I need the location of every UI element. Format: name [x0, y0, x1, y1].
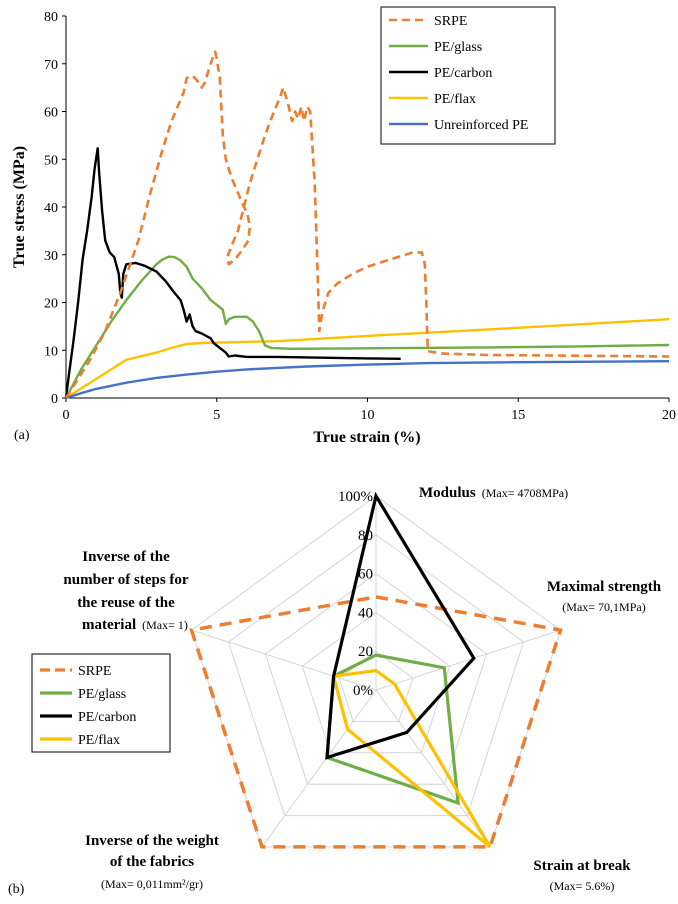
y-tick-label: 40	[44, 201, 58, 216]
legend: SRPE PE/glass PE/carbon PE/flax Unreinforced…	[380, 6, 556, 145]
y-tick-label: 80	[44, 10, 58, 25]
radar-tick-label: 20	[358, 644, 373, 660]
legend-label-pe-glass: PE/glass	[78, 687, 126, 702]
y-tick-label: 60	[44, 106, 58, 121]
axis-title-text: Inverse of the weight	[85, 833, 219, 849]
stress-strain-chart: 0 10 20 30 40 50 60 70 80 0 5 10 15 20 True strain (…	[11, 6, 676, 446]
x-axis-label: True strain (%)	[313, 429, 420, 446]
series-line-unreinforced-pe	[65, 360, 670, 400]
axis-title-text: Maximal strength	[547, 579, 662, 595]
y-tick-label: 30	[44, 249, 58, 264]
y-tick-label: 20	[44, 297, 58, 312]
line-series	[64, 50, 670, 400]
radar-legend: SRPE PE/glass PE/carbon PE/flax	[31, 653, 171, 753]
x-tick-label: 10	[361, 408, 375, 423]
radar-series-pe-flax	[331, 668, 492, 849]
axis-max-note: (Max= 4708MPa)	[482, 486, 568, 500]
series-line-pe-glass	[64, 255, 670, 399]
y-tick-label: 70	[44, 58, 58, 73]
legend-label-pe-carbon: PE/carbon	[78, 710, 136, 725]
legend-label-pe-flax: PE/flax	[78, 733, 120, 748]
series-line-pe-carbon	[64, 147, 401, 399]
radar-spoke	[261, 689, 377, 848]
x-tick-label: 15	[511, 408, 525, 423]
radar-ring	[264, 572, 488, 785]
axis-title-inverse-steps: Inverse of the number of steps for the r…	[63, 549, 188, 633]
axis-title-inverse-weight: Inverse of the weight of the fabrics (Ma…	[85, 833, 219, 891]
radar-tick-label: 100%	[338, 489, 373, 505]
axis-title-text: Strain at break	[533, 858, 631, 874]
axis-title-maximal-strength: Maximal strength (Max= 70,1MPa)	[547, 579, 662, 614]
legend-frame	[380, 6, 556, 145]
axis-title-text: the reuse of the	[77, 595, 175, 611]
y-tick-label: 10	[44, 344, 58, 359]
y-tick-label: 50	[44, 153, 58, 168]
axis-title-text: Modulus	[419, 485, 476, 501]
radar-spoke	[375, 629, 561, 691]
radar-series-pe-carbon	[325, 491, 476, 760]
legend-label-pe-carbon: PE/carbon	[434, 66, 492, 81]
axis-title-modulus: Modulus (Max= 4708MPa)	[419, 485, 568, 501]
legend-label-srpe: SRPE	[434, 14, 467, 29]
legend-label-pe-glass: PE/glass	[434, 40, 482, 55]
radar-tick-labels: 0% 20 40 60 80 100%	[338, 489, 373, 699]
svg-text:Modulus(Max= 4708MPa): Modulus (Max= 4708MPa)	[419, 485, 568, 501]
legend-frame	[31, 653, 171, 753]
x-tick-label: 0	[63, 408, 70, 423]
radar-tick-label: 60	[358, 567, 373, 583]
y-tick-labels: 0 10 20 30 40 50 60 70 80	[44, 10, 66, 407]
legend-label-unreinforced-pe: Unreinforced PE	[434, 118, 528, 133]
axis-title-text: Inverse of the	[82, 549, 170, 565]
radar-tick-label: 40	[358, 605, 373, 621]
radar-tick-label: 0%	[353, 683, 373, 699]
axis-max-note: (Max= 1)	[142, 618, 188, 632]
svg-text:material(Max= 1): material (Max= 1)	[82, 617, 188, 633]
x-tick-labels: 0 5 10 15 20	[63, 398, 676, 423]
axis-title-text: number of steps for	[63, 572, 188, 588]
panel-label-b: (b)	[8, 882, 25, 897]
radar-series-pe-glass	[325, 653, 460, 806]
panel-label-a: (a)	[14, 428, 30, 443]
radar-tick-label: 80	[358, 528, 373, 544]
radar-series-srpe	[189, 595, 563, 849]
axis-title-text: material	[82, 617, 136, 633]
x-tick-label: 5	[213, 408, 220, 423]
radar-spoke	[191, 629, 377, 691]
legend-label-srpe: SRPE	[78, 664, 111, 679]
axis-max-note: (Max= 0,011mm²/gr)	[101, 877, 203, 891]
radar-series	[189, 491, 563, 849]
axis-title-strain-at-break: Strain at break (Max= 5.6%)	[533, 858, 631, 893]
x-tick-label: 20	[662, 408, 676, 423]
axis-max-note: (Max= 5.6%)	[550, 879, 615, 893]
series-line-pe-flax	[65, 318, 670, 400]
radar-chart: 0% 20 40 60 80 100% Modulus (Max= 4708MPa) Max…	[8, 485, 662, 897]
radar-spoke	[375, 689, 491, 848]
axis-max-note: (Max= 70,1MPa)	[562, 600, 645, 614]
y-axis-label: True stress (MPa)	[11, 146, 28, 268]
series-line-srpe	[64, 50, 670, 399]
y-tick-label: 0	[51, 392, 58, 407]
legend-label-pe-flax: PE/flax	[434, 92, 476, 107]
axis-title-text: of the fabrics	[110, 854, 194, 870]
radar-ring	[227, 534, 525, 817]
